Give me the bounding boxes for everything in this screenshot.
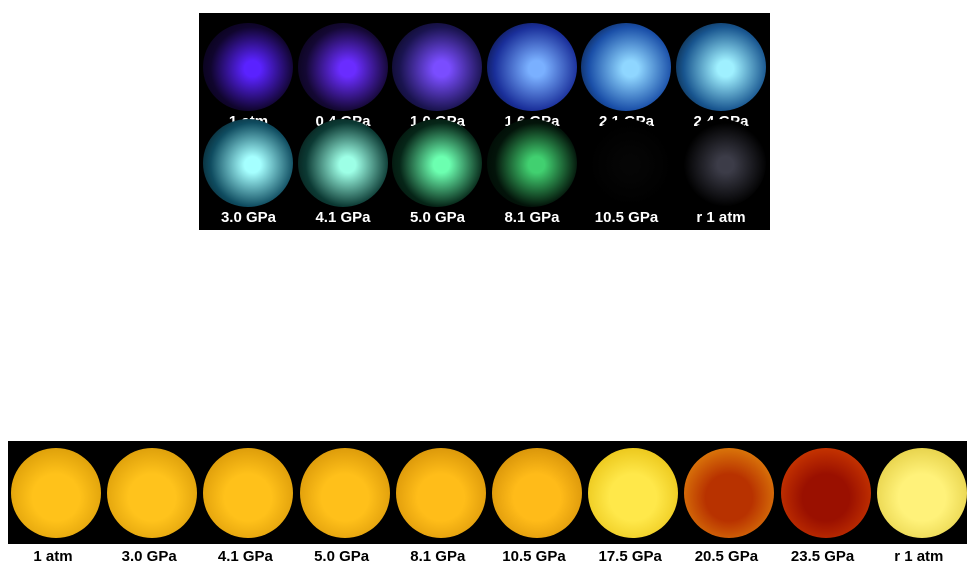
fluorescence-image-cell: 0.4 GPa <box>296 13 391 130</box>
fluorescence-image-cell: 2.1 GPa <box>579 13 674 130</box>
fluorescence-image <box>392 119 482 207</box>
pressure-label: 20.5 GPa <box>694 548 759 565</box>
absorption-image <box>588 448 679 538</box>
pressure-label: r 1 atm <box>696 209 746 226</box>
absorption-image <box>203 448 294 538</box>
absorption-image <box>11 448 101 538</box>
fluorescence-image <box>297 119 388 207</box>
pressure-label: 8.1 GPa <box>504 209 560 226</box>
absorption-image <box>492 448 582 538</box>
pressure-label: 3.0 GPa <box>220 209 277 226</box>
fluorescence-image-cell: 2.4 GPa <box>674 13 769 130</box>
pressure-label: 4.1 GPa <box>315 209 371 226</box>
fluorescence-image-cell: 3.0 GPa <box>201 109 296 226</box>
fluorescence-image-cell: 4.1 GPa <box>296 109 391 226</box>
absorption-image <box>876 448 967 538</box>
pressure-label: 4.1 GPa <box>217 548 273 565</box>
pressure-label: 5.0 GPa <box>314 548 370 565</box>
fluorescence-image-cell: 1.0 GPa <box>390 13 485 130</box>
fluorescence-image <box>392 23 482 111</box>
fluorescence-image <box>675 23 766 111</box>
absorption-image <box>780 448 871 538</box>
fluorescence-image <box>203 119 293 207</box>
fluorescence-image-cell: 5.0 GPa <box>390 109 485 226</box>
pressure-label: r 1 atm <box>894 548 944 565</box>
fluorescence-image <box>203 23 293 111</box>
fluorescence-image-cell: 10.5 GPa <box>579 109 674 226</box>
absorption-image <box>684 448 775 538</box>
fluorescence-image <box>486 119 577 207</box>
pressure-label: 10.5 GPa <box>594 209 659 226</box>
fluorescence-image <box>581 119 671 207</box>
fluorescence-image-cell: r 1 atm <box>674 109 769 226</box>
pressure-label: 8.1 GPa <box>410 548 466 565</box>
fluorescence-image <box>486 23 577 111</box>
pressure-label: 5.0 GPa <box>409 209 466 226</box>
pressure-label: 1 atm <box>33 548 73 565</box>
fluorescence-image <box>297 23 388 111</box>
pressure-label: 3.0 GPa <box>121 548 177 565</box>
pressure-label: 17.5 GPa <box>598 548 662 565</box>
pressure-label: 23.5 GPa <box>790 548 855 565</box>
fluorescence-image <box>581 23 671 111</box>
fluorescence-image-cell: 8.1 GPa <box>485 109 580 226</box>
absorption-image-panel <box>8 441 967 544</box>
absorption-image <box>299 448 390 538</box>
absorption-image <box>107 448 198 538</box>
fluorescence-image <box>675 119 766 207</box>
fluorescence-image-cell: 1.6 GPa <box>485 13 580 130</box>
fluorescence-image-cell: 1 atm <box>201 13 296 130</box>
pressure-label: 10.5 GPa <box>502 548 566 565</box>
absorption-image <box>395 448 486 538</box>
